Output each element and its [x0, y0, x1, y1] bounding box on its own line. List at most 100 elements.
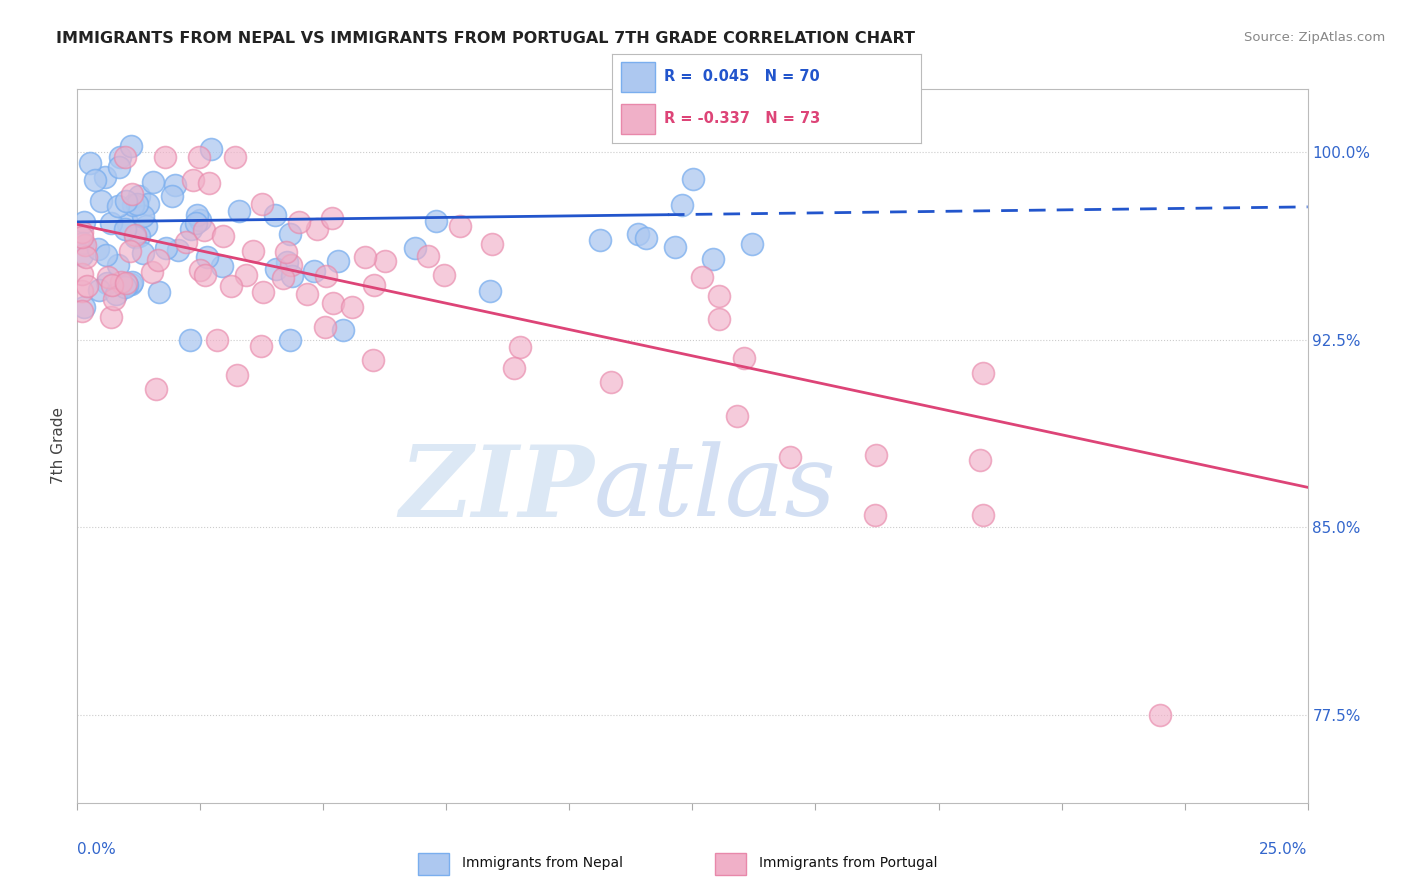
Point — [70, 248, 93, 262]
Point — [103, 292, 125, 306]
Point — [354, 250, 377, 264]
Y-axis label: 7th Grade: 7th Grade — [51, 408, 66, 484]
Point — [627, 227, 650, 241]
Point — [741, 236, 763, 251]
Point — [118, 244, 141, 259]
Point — [180, 221, 202, 235]
Point — [128, 229, 150, 244]
Point — [295, 287, 318, 301]
Point — [184, 216, 207, 230]
Text: R =  0.045   N = 70: R = 0.045 N = 70 — [664, 70, 820, 84]
Point — [322, 296, 344, 310]
Point — [84, 173, 107, 187]
Point — [479, 284, 502, 298]
Point — [70, 284, 93, 298]
Point — [186, 208, 208, 222]
Point — [664, 240, 686, 254]
Point — [314, 319, 336, 334]
Point — [278, 227, 301, 241]
Point — [274, 244, 297, 259]
Point — [865, 448, 887, 462]
Point — [132, 245, 155, 260]
Point — [195, 250, 218, 264]
Point — [96, 276, 118, 290]
Text: IMMIGRANTS FROM NEPAL VS IMMIGRANTS FROM PORTUGAL 7TH GRADE CORRELATION CHART: IMMIGRANTS FROM NEPAL VS IMMIGRANTS FROM… — [56, 31, 915, 46]
Point — [160, 189, 183, 203]
Point — [326, 253, 349, 268]
Point — [167, 243, 190, 257]
Point — [636, 230, 658, 244]
Point — [235, 268, 257, 283]
Point — [188, 213, 211, 227]
Point — [304, 263, 326, 277]
Point — [273, 271, 295, 285]
Point — [86, 242, 108, 256]
Point — [89, 194, 111, 209]
Point — [101, 278, 124, 293]
Point — [193, 223, 215, 237]
Point — [70, 268, 93, 282]
Point — [136, 196, 159, 211]
Point — [502, 361, 524, 376]
Point — [115, 194, 138, 208]
Point — [94, 169, 117, 184]
Bar — [716, 853, 747, 875]
Point — [725, 409, 748, 423]
Point — [212, 229, 235, 244]
Point — [117, 218, 139, 232]
Point — [733, 351, 755, 365]
Point — [682, 171, 704, 186]
Point — [321, 211, 343, 225]
Point — [127, 196, 149, 211]
Point — [145, 382, 167, 396]
Point — [165, 178, 187, 192]
Point — [287, 215, 309, 229]
Point — [94, 248, 117, 262]
Point — [315, 269, 337, 284]
Point — [188, 262, 211, 277]
Point — [108, 150, 131, 164]
Point — [863, 508, 886, 522]
Point — [146, 253, 169, 268]
Point — [176, 235, 198, 250]
Point — [79, 156, 101, 170]
Point — [207, 333, 229, 347]
Point — [121, 187, 143, 202]
Point — [121, 275, 143, 289]
Point — [114, 277, 136, 291]
Point — [76, 279, 98, 293]
Bar — [621, 62, 655, 92]
Point — [340, 300, 363, 314]
Point — [155, 241, 177, 255]
Point — [671, 198, 693, 212]
Point — [114, 150, 136, 164]
Point — [972, 508, 994, 522]
Point — [276, 255, 298, 269]
Point — [589, 233, 612, 247]
Point — [280, 258, 302, 272]
Point — [153, 150, 176, 164]
Point — [188, 150, 211, 164]
Point — [124, 228, 146, 243]
Bar — [621, 104, 655, 134]
Point — [242, 244, 264, 259]
Point — [707, 289, 730, 303]
Point — [122, 197, 145, 211]
Point — [281, 269, 304, 284]
Point — [709, 312, 731, 326]
Point — [224, 150, 246, 164]
Text: Immigrants from Portugal: Immigrants from Portugal — [759, 856, 938, 870]
Point — [114, 222, 136, 236]
Point — [363, 278, 385, 293]
Point — [278, 333, 301, 347]
Point — [110, 275, 132, 289]
Point — [107, 160, 129, 174]
Text: ZIP: ZIP — [399, 441, 595, 537]
Text: Source: ZipAtlas.com: Source: ZipAtlas.com — [1244, 31, 1385, 45]
Point — [107, 199, 129, 213]
Point — [107, 258, 129, 272]
Point — [73, 300, 96, 314]
Point — [252, 197, 274, 211]
Point — [72, 236, 94, 251]
Point — [141, 265, 163, 279]
